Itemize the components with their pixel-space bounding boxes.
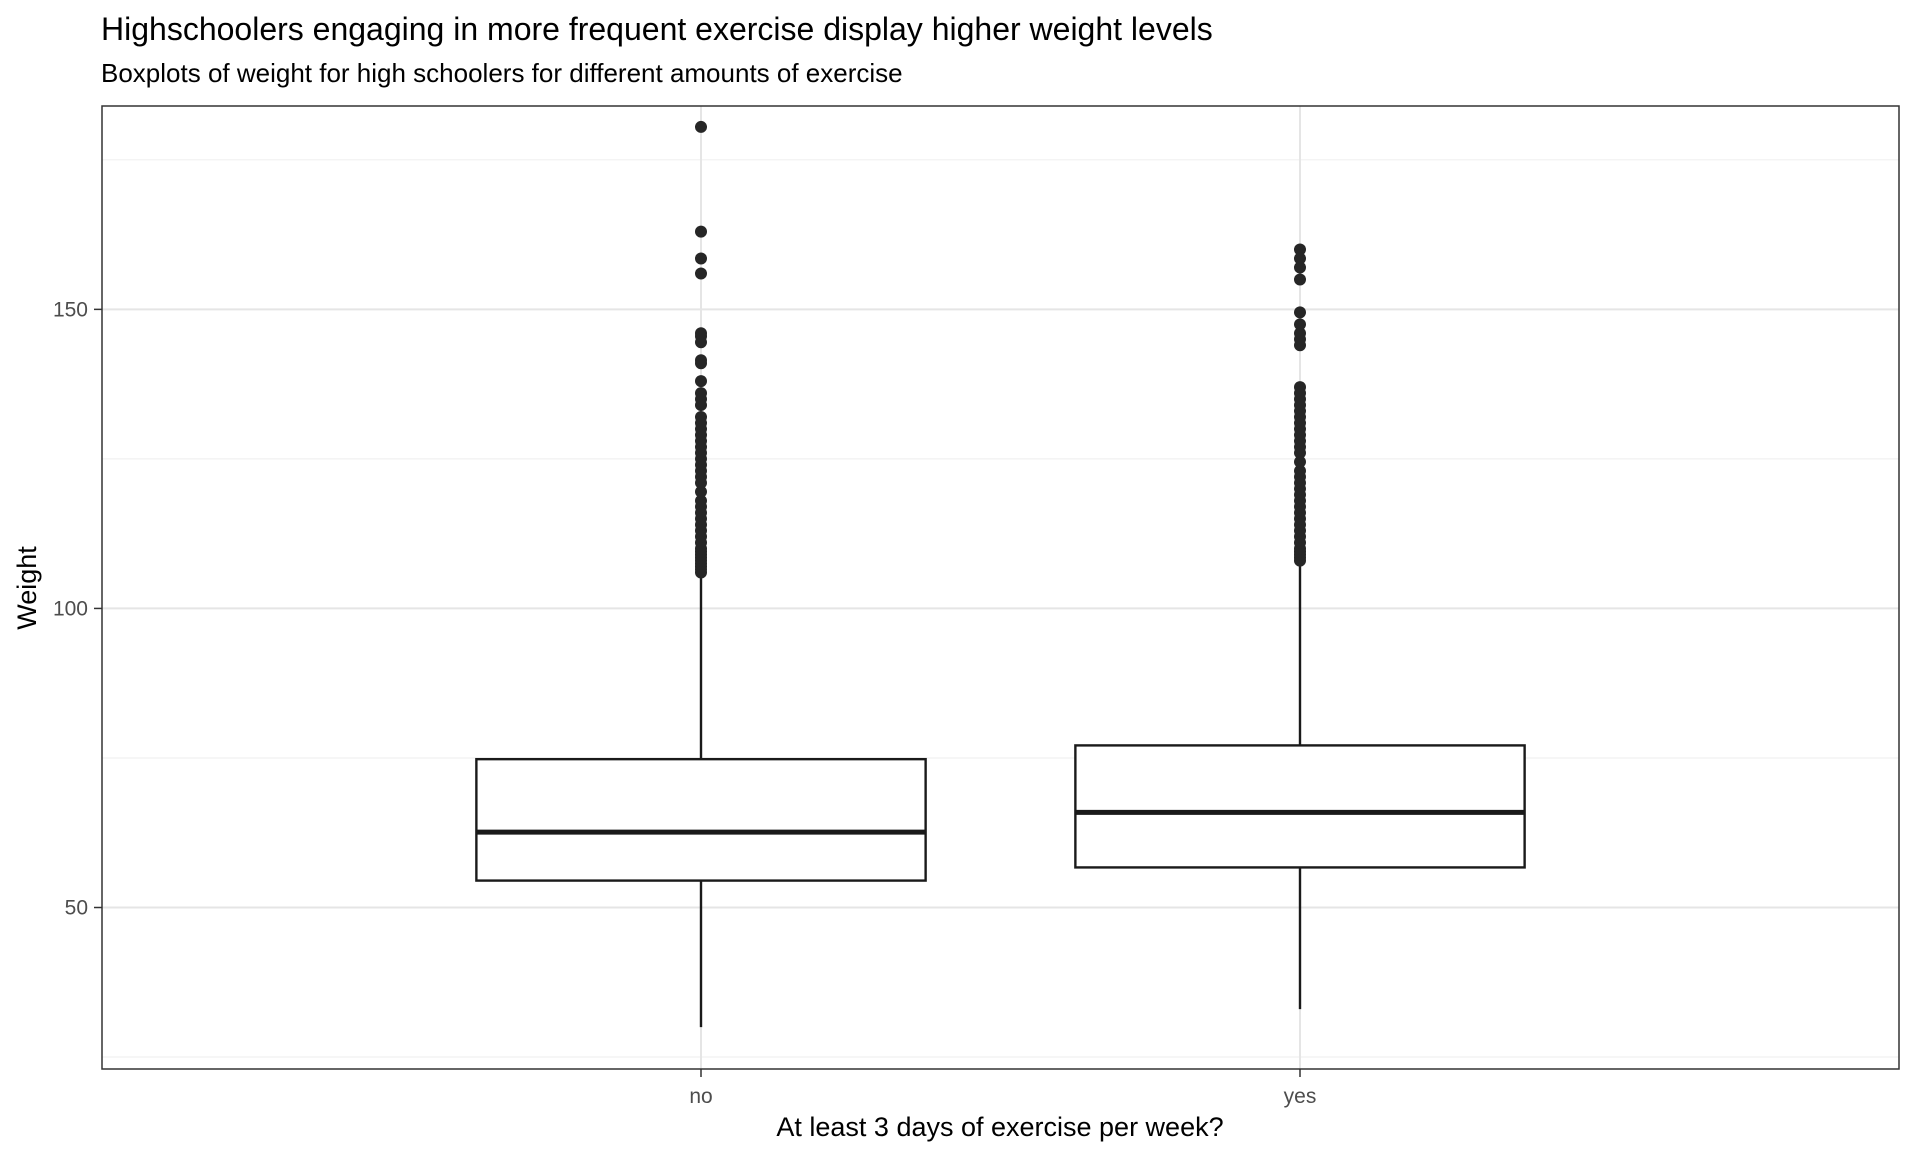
outlier-point: [1294, 327, 1306, 340]
outlier-point: [1294, 273, 1306, 286]
outlier-point: [695, 252, 707, 265]
outlier-point: [695, 225, 707, 238]
outlier-point: [1294, 381, 1306, 394]
outlier-point: [1294, 243, 1306, 256]
box-rect: [475, 757, 927, 882]
y-tick-label: 150: [53, 298, 88, 321]
outlier-point: [695, 267, 707, 280]
outlier-point: [695, 494, 707, 507]
box-layer: [475, 563, 1526, 1028]
box-yes: [1074, 563, 1526, 1010]
outlier-point: [695, 411, 707, 424]
y-axis-title: Weight: [12, 546, 42, 630]
y-axis: 50 100 150: [53, 298, 102, 920]
outlier-point: [1294, 455, 1306, 468]
x-tick-label-no: no: [689, 1085, 712, 1108]
chart-subtitle: Boxplots of weight for high schoolers fo…: [101, 58, 903, 88]
outlier-layer: [695, 120, 1306, 579]
outlier-point: [695, 354, 707, 367]
outlier-point: [695, 120, 707, 133]
box-no: [475, 575, 927, 1028]
outlier-point: [1294, 318, 1306, 331]
chart-title: Highschoolers engaging in more frequent …: [101, 11, 1213, 47]
outlier-point: [1294, 306, 1306, 319]
outlier-point: [695, 485, 707, 498]
y-tick-label: 50: [65, 897, 88, 920]
outlier-point: [695, 375, 707, 388]
outlier-point: [1294, 261, 1306, 274]
panel-border: [101, 105, 1900, 1070]
outlier-point: [695, 387, 707, 400]
x-axis-title: At least 3 days of exercise per week?: [776, 1112, 1223, 1142]
outlier-point: [1294, 464, 1306, 477]
x-axis: no yes: [689, 1069, 1316, 1108]
y-tick-label: 100: [53, 597, 88, 620]
x-tick-label-yes: yes: [1284, 1085, 1317, 1108]
outlier-point: [695, 327, 707, 340]
box-rect: [1074, 744, 1526, 869]
outlier-point: [1294, 252, 1306, 265]
